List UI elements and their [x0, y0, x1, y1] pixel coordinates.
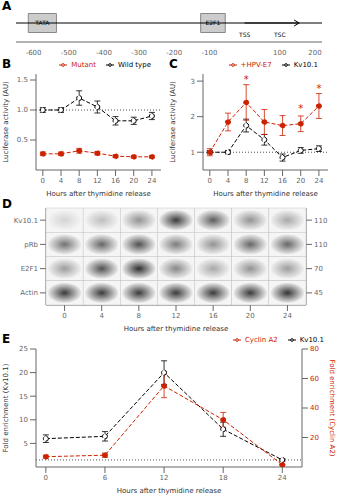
html-text:C: C: [169, 57, 178, 71]
html-text:D: D: [2, 197, 12, 211]
svg-text:8: 8: [137, 312, 141, 320]
svg-text:24: 24: [278, 474, 287, 482]
svg-text:110: 110: [314, 217, 327, 225]
svg-text:3: 3: [191, 78, 195, 86]
svg-text:12: 12: [172, 312, 181, 320]
svg-text:24: 24: [314, 177, 323, 185]
svg-text:0: 0: [208, 177, 212, 185]
svg-text:4: 4: [226, 177, 231, 185]
svg-text:Actin: Actin: [20, 289, 38, 297]
svg-text:Kv10.1: Kv10.1: [14, 217, 38, 225]
svg-text:E2F1: E2F1: [21, 265, 38, 273]
svg-text:Hours after thymidine release: Hours after thymidine release: [124, 325, 229, 333]
svg-text:Hours after thymidine release: Hours after thymidine release: [46, 190, 151, 198]
svg-text:1.0: 1.0: [17, 106, 28, 114]
svg-text:20: 20: [310, 434, 319, 442]
html-text:+HPV-E7: +HPV-E7: [240, 61, 272, 69]
svg-text:Fold enrichment (Kv10.1): Fold enrichment (Kv10.1): [8, 363, 10, 452]
svg-text:TATA: TATA: [34, 19, 50, 26]
svg-text:24: 24: [147, 177, 156, 185]
svg-text:4: 4: [59, 177, 64, 185]
svg-text:70: 70: [314, 265, 323, 273]
svg-text:-500: -500: [61, 49, 77, 57]
svg-text:0: 0: [62, 312, 66, 320]
svg-text:20: 20: [129, 177, 138, 185]
svg-text:Luciferase activity (AU): Luciferase activity (AU): [169, 81, 177, 163]
svg-text:25: 25: [19, 345, 28, 353]
svg-text:6: 6: [103, 474, 108, 482]
svg-text:100: 100: [273, 49, 286, 57]
svg-text:8: 8: [244, 177, 248, 185]
svg-text:12: 12: [160, 474, 169, 482]
svg-text:TSS: TSS: [238, 31, 250, 38]
svg-text:12: 12: [260, 177, 269, 185]
svg-text:-400: -400: [96, 49, 112, 57]
svg-text:1.5: 1.5: [17, 76, 28, 84]
svg-text:Hours after thymidine release: Hours after thymidine release: [117, 487, 222, 495]
svg-text:-200: -200: [166, 49, 182, 57]
svg-text:-300: -300: [131, 49, 147, 57]
svg-text:*: *: [298, 103, 303, 114]
html-text:A: A: [2, 0, 12, 13]
svg-text:16: 16: [278, 177, 287, 185]
svg-text:pRb: pRb: [24, 241, 38, 249]
html-text:B: B: [2, 57, 12, 71]
svg-text:16: 16: [209, 312, 218, 320]
svg-text:12: 12: [93, 177, 102, 185]
svg-text:10: 10: [19, 416, 28, 424]
html-text:Kv10.1: Kv10.1: [293, 61, 318, 69]
svg-text:Hours after thymidine release: Hours after thymidine release: [213, 190, 318, 198]
svg-text:20: 20: [296, 177, 305, 185]
svg-text:*: *: [316, 83, 321, 94]
html-text:Cyclin A2: Cyclin A2: [245, 336, 278, 344]
svg-text:2: 2: [191, 113, 195, 121]
html-text:Mutant: Mutant: [71, 61, 96, 69]
svg-text:18: 18: [219, 474, 228, 482]
svg-text:Luciferase activity (AU): Luciferase activity (AU): [8, 81, 10, 163]
svg-text:0.5: 0.5: [17, 136, 28, 144]
svg-text:40: 40: [310, 404, 319, 412]
svg-text:110: 110: [314, 241, 327, 249]
html-text:E: E: [2, 332, 11, 346]
svg-text:20: 20: [19, 369, 28, 377]
html-text:Wild type: Wild type: [118, 61, 151, 69]
svg-text:1: 1: [191, 149, 195, 157]
svg-text:-600: -600: [26, 49, 42, 57]
svg-text:80: 80: [310, 345, 319, 353]
svg-text:16: 16: [111, 177, 120, 185]
svg-text:200: 200: [308, 49, 321, 57]
svg-text:Fold enrichment (Cyclin A2): Fold enrichment (Cyclin A2): [328, 359, 330, 456]
svg-text:TSC: TSC: [273, 31, 286, 38]
svg-text:20: 20: [246, 312, 255, 320]
svg-text:0: 0: [41, 177, 45, 185]
svg-text:8: 8: [77, 177, 81, 185]
svg-text:5: 5: [24, 440, 28, 448]
svg-text:0: 0: [44, 474, 48, 482]
svg-text:60: 60: [310, 375, 319, 383]
svg-text:4: 4: [99, 312, 104, 320]
svg-text:24: 24: [283, 312, 292, 320]
html-text:Kv10.1: Kv10.1: [299, 336, 324, 344]
svg-text:15: 15: [19, 393, 28, 401]
svg-text:45: 45: [314, 289, 323, 297]
svg-text:*: *: [244, 74, 249, 85]
svg-text:E2F1: E2F1: [206, 19, 221, 26]
svg-text:-100: -100: [202, 49, 218, 57]
